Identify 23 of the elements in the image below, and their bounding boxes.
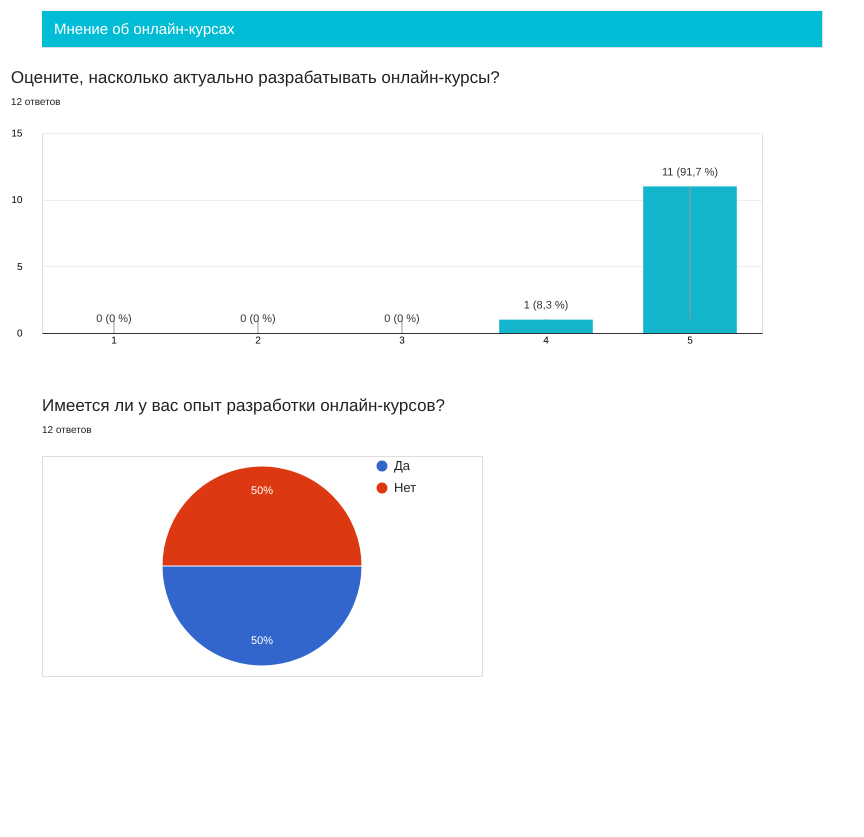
chart-title: Оцените, насколько актуально разрабатывать онлайн-курсы? [10, 68, 500, 87]
data-label: 1 (8,3 %) [524, 300, 568, 312]
x-tick-label: 4 [543, 336, 550, 346]
text: Мнение об онлайн-курсах [54, 21, 236, 38]
data-label: 0 (0 %) [96, 313, 132, 325]
chart-subtitle: 12 ответов [10, 97, 60, 108]
y-tick-label: 0 [16, 328, 23, 340]
y-tick-label: 10 [11, 195, 23, 206]
data-label: 0 (0 %) [240, 313, 276, 325]
x-tick-label: 1 [111, 336, 118, 346]
data-label: 0 (0 %) [384, 313, 420, 325]
text: 12 ответов [42, 425, 92, 436]
data-label: 50% [250, 635, 274, 647]
x-tick-label: 3 [399, 336, 406, 346]
x-tick-label: 5 [687, 336, 694, 346]
chart-title: Имеется ли у вас опыт разработки онлайн-курсов? [42, 396, 446, 415]
legend-label: Да [394, 458, 411, 473]
data-label: 50% [250, 485, 274, 497]
data-label: 11 (91,7 %) [662, 166, 718, 178]
y-tick-label: 15 [11, 128, 23, 140]
y-tick-label: 5 [16, 262, 23, 273]
x-tick-label: 2 [255, 336, 262, 346]
legend-label: Нет [394, 480, 416, 495]
